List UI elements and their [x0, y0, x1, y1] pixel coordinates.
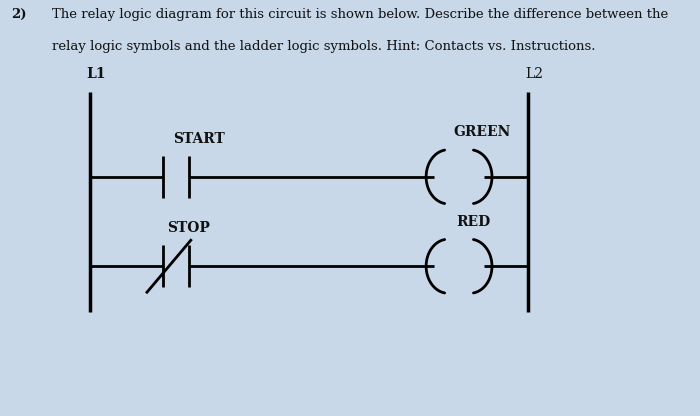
Text: START: START [173, 131, 225, 146]
Text: RED: RED [456, 215, 491, 229]
Text: STOP: STOP [167, 221, 210, 235]
Text: The relay logic diagram for this circuit is shown below. Describe the difference: The relay logic diagram for this circuit… [52, 8, 668, 21]
Text: L2: L2 [526, 67, 543, 81]
Text: relay logic symbols and the ladder logic symbols. Hint: Contacts vs. Instruction: relay logic symbols and the ladder logic… [52, 40, 596, 52]
Text: L1: L1 [87, 67, 106, 81]
Text: 2): 2) [11, 8, 27, 21]
Text: GREEN: GREEN [454, 125, 511, 139]
